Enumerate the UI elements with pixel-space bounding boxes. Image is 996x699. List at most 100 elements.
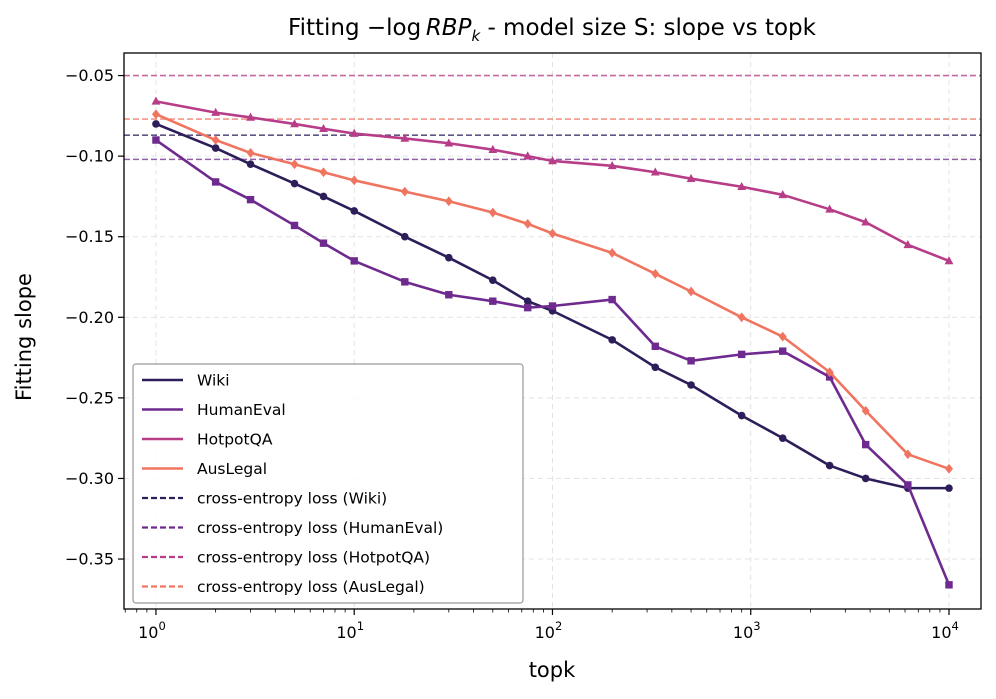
- x-tick-label: 104: [931, 619, 959, 642]
- data-point-auslegal: [400, 186, 409, 197]
- y-axis-label: Fitting slope: [12, 273, 36, 401]
- series-line-auslegal: [155, 113, 950, 471]
- data-point-wiki: [152, 120, 160, 128]
- data-point-auslegal: [444, 196, 453, 207]
- data-point-humaneval: [608, 295, 616, 304]
- x-tick-label: 103: [733, 619, 761, 642]
- data-point-wiki: [246, 160, 255, 168]
- data-point-humaneval: [779, 347, 787, 355]
- y-tick-label: −0.10: [65, 147, 114, 166]
- data-point-auslegal: [319, 167, 328, 178]
- data-point-wiki: [350, 207, 359, 215]
- data-point-humaneval: [401, 278, 409, 286]
- legend: Wiki HumanEval HotpotQA AusLegal cross-entro…: [132, 363, 524, 604]
- legend-label-hotpotqa: HotpotQA: [197, 431, 273, 449]
- legend-label-wiki: Wiki: [197, 372, 230, 390]
- data-point-hotpotqa: [686, 173, 696, 183]
- series-auslegal: [151, 109, 954, 474]
- y-tick-label: −0.25: [65, 388, 114, 407]
- data-point-auslegal: [523, 218, 532, 229]
- data-point-wiki: [319, 192, 328, 201]
- data-point-wiki: [651, 363, 660, 372]
- data-point-hotpotqa: [861, 217, 871, 226]
- legend-label-auslegal: AusLegal: [197, 460, 267, 478]
- data-point-humaneval: [246, 195, 255, 204]
- data-point-wiki: [687, 381, 695, 389]
- data-point-wiki: [445, 253, 453, 262]
- data-point-auslegal: [608, 247, 617, 258]
- data-point-wiki: [861, 474, 870, 483]
- data-point-auslegal: [488, 207, 497, 218]
- y-tick-label: −0.15: [65, 227, 114, 246]
- data-point-humaneval: [737, 350, 746, 359]
- data-point-hotpotqa: [319, 123, 328, 133]
- data-point-hotpotqa: [290, 119, 299, 128]
- x-axis-ticks: 100 101 102 103 104: [124, 609, 959, 642]
- data-point-humaneval: [904, 481, 912, 489]
- series-line-humaneval: [155, 138, 951, 586]
- y-tick-label: −0.05: [65, 66, 114, 85]
- y-axis-ticks: −0.05 −0.10 −0.15 −0.20 −0.25 −0.30 −0.35: [65, 66, 124, 569]
- data-point-wiki: [608, 336, 616, 344]
- data-point-hotpotqa: [488, 144, 498, 153]
- data-point-auslegal: [825, 367, 834, 377]
- x-axis-label: topk: [529, 658, 576, 682]
- data-point-auslegal: [151, 109, 160, 120]
- data-point-auslegal: [350, 175, 359, 186]
- legend-label-cross-entropy-loss-hotpotqa: cross-entropy loss (HotpotQA): [197, 549, 430, 567]
- data-point-auslegal: [861, 405, 870, 416]
- data-point-humaneval: [651, 342, 659, 351]
- data-point-hotpotqa: [737, 181, 747, 191]
- data-point-wiki: [778, 434, 787, 442]
- chart-title: Fitting −log RBPk - model size S: slope …: [288, 15, 817, 45]
- data-point-humaneval: [945, 581, 953, 589]
- data-point-auslegal: [778, 331, 787, 342]
- legend-label-cross-entropy-loss-auslegal: cross-entropy loss (AusLegal): [197, 578, 425, 596]
- y-tick-label: −0.35: [65, 550, 114, 569]
- data-point-humaneval: [861, 440, 870, 449]
- data-point-hotpotqa: [778, 190, 788, 199]
- data-point-hotpotqa: [151, 96, 161, 105]
- data-point-humaneval: [687, 357, 695, 365]
- data-point-hotpotqa: [903, 239, 913, 249]
- y-tick-label: −0.20: [65, 308, 114, 327]
- data-point-hotpotqa: [523, 151, 533, 160]
- data-point-hotpotqa: [246, 112, 255, 121]
- data-point-wiki: [825, 461, 834, 470]
- legend-label-cross-entropy-loss-humaneval: cross-entropy loss (HumanEval): [197, 519, 443, 537]
- data-point-humaneval: [548, 302, 557, 310]
- x-tick-label: 100: [138, 619, 166, 642]
- data-point-auslegal: [687, 286, 696, 297]
- data-point-humaneval: [211, 178, 220, 186]
- series-line-hotpotqa: [155, 100, 950, 263]
- legend-label-humaneval: HumanEval: [197, 401, 286, 419]
- data-point-auslegal: [548, 228, 557, 239]
- data-point-wiki: [488, 276, 497, 285]
- legend-frame: [132, 363, 524, 604]
- data-point-hotpotqa: [650, 167, 660, 176]
- data-point-auslegal: [246, 148, 255, 158]
- data-point-hotpotqa: [944, 256, 954, 265]
- data-point-humaneval: [290, 221, 299, 230]
- data-point-wiki: [290, 179, 299, 188]
- data-point-humaneval: [445, 291, 453, 299]
- data-point-hotpotqa: [349, 128, 359, 137]
- x-tick-label: 101: [336, 619, 364, 642]
- data-point-humaneval: [524, 303, 532, 312]
- data-point-humaneval: [152, 136, 160, 144]
- data-point-auslegal: [211, 135, 220, 145]
- data-point-wiki: [737, 411, 746, 420]
- data-point-hotpotqa: [825, 204, 835, 213]
- y-tick-label: −0.30: [65, 469, 114, 488]
- data-point-auslegal: [651, 268, 660, 279]
- data-point-hotpotqa: [211, 107, 221, 116]
- data-point-humaneval: [319, 239, 328, 247]
- data-point-hotpotqa: [444, 138, 454, 147]
- data-point-hotpotqa: [400, 133, 410, 142]
- data-point-humaneval: [350, 257, 358, 265]
- data-point-wiki: [211, 144, 220, 152]
- data-point-hotpotqa: [548, 156, 557, 165]
- data-point-auslegal: [945, 463, 954, 474]
- data-point-wiki: [945, 484, 953, 492]
